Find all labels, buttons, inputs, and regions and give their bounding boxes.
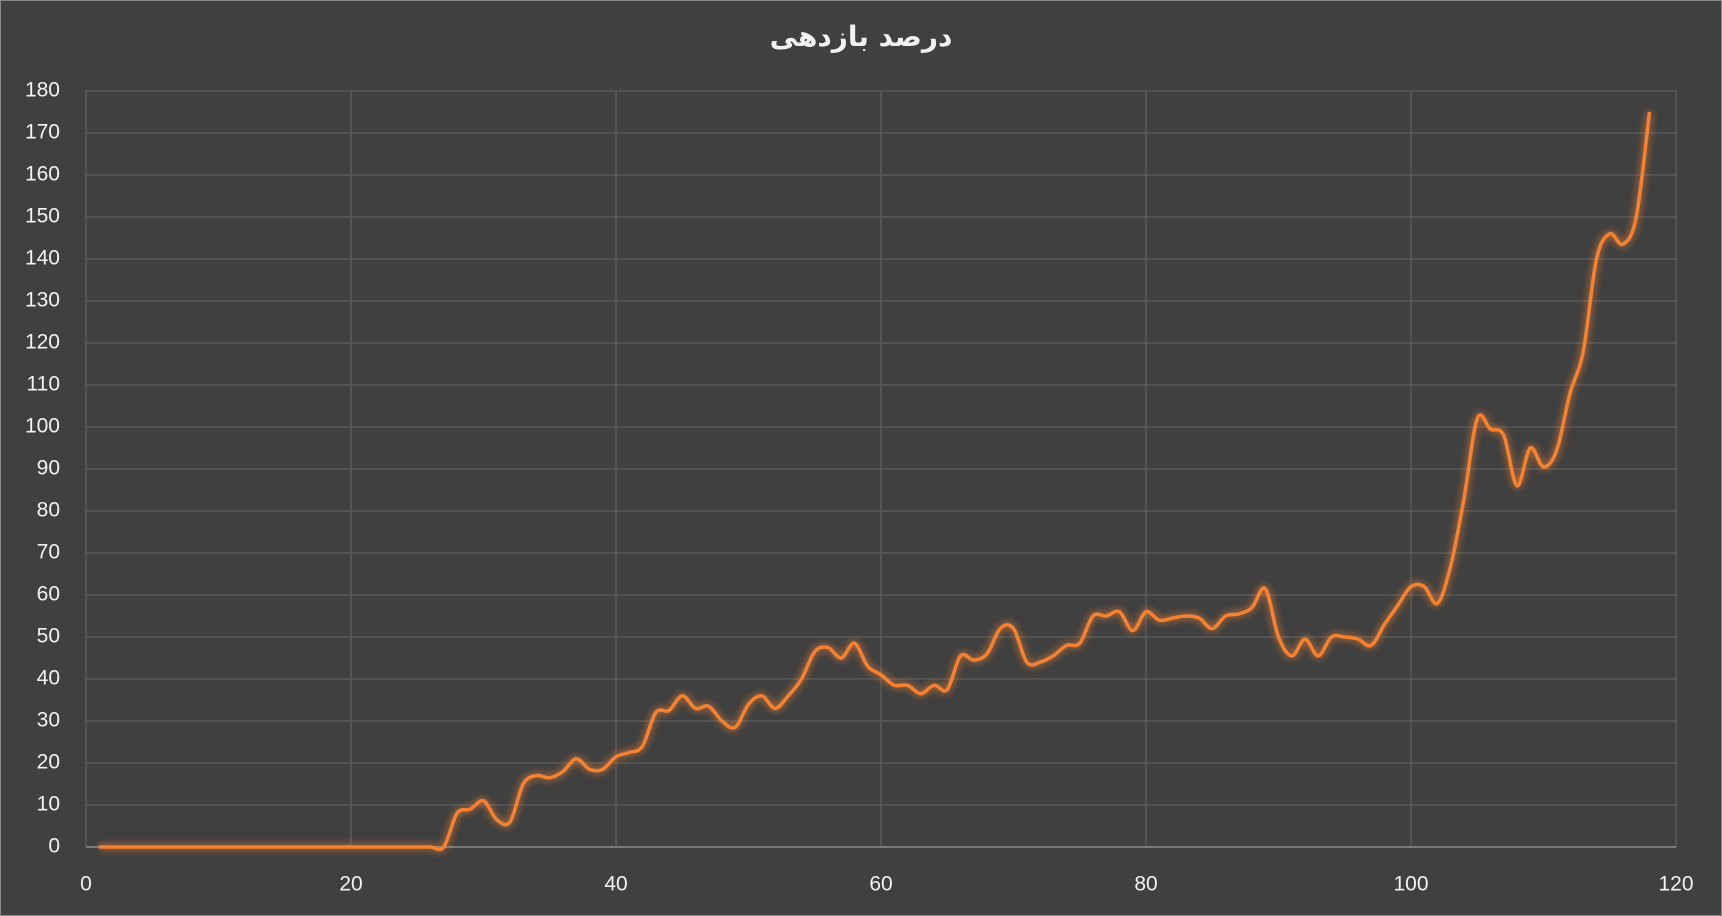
x-tick-label: 120 (1658, 873, 1693, 896)
chart-title: درصد بازدهی (770, 20, 953, 53)
y-tick-label: 100 (25, 415, 60, 438)
y-tick-label: 60 (37, 583, 60, 606)
y-tick-label: 80 (37, 499, 60, 522)
y-tick-label: 150 (25, 205, 60, 228)
y-tick-label: 20 (37, 751, 60, 774)
x-tick-label: 60 (869, 873, 892, 896)
y-tick-label: 90 (37, 457, 60, 480)
y-tick-label: 10 (37, 793, 60, 816)
x-tick-label: 0 (80, 873, 92, 896)
y-tick-label: 170 (25, 121, 60, 144)
y-tick-label: 160 (25, 163, 60, 186)
x-tick-label: 20 (339, 873, 362, 896)
x-tick-label: 100 (1393, 873, 1428, 896)
y-tick-label: 120 (25, 331, 60, 354)
x-tick-label: 80 (1134, 873, 1157, 896)
y-tick-label: 50 (37, 625, 60, 648)
y-tick-label: 0 (48, 835, 60, 858)
y-tick-label: 130 (25, 289, 60, 312)
y-tick-label: 40 (37, 667, 60, 690)
y-tick-label: 140 (25, 247, 60, 270)
y-tick-label: 180 (25, 79, 60, 102)
y-tick-label: 110 (27, 373, 60, 396)
x-tick-label: 40 (604, 873, 627, 896)
data-line (99, 111, 1652, 852)
y-tick-label: 70 (37, 541, 60, 564)
y-tick-label: 30 (37, 709, 60, 732)
